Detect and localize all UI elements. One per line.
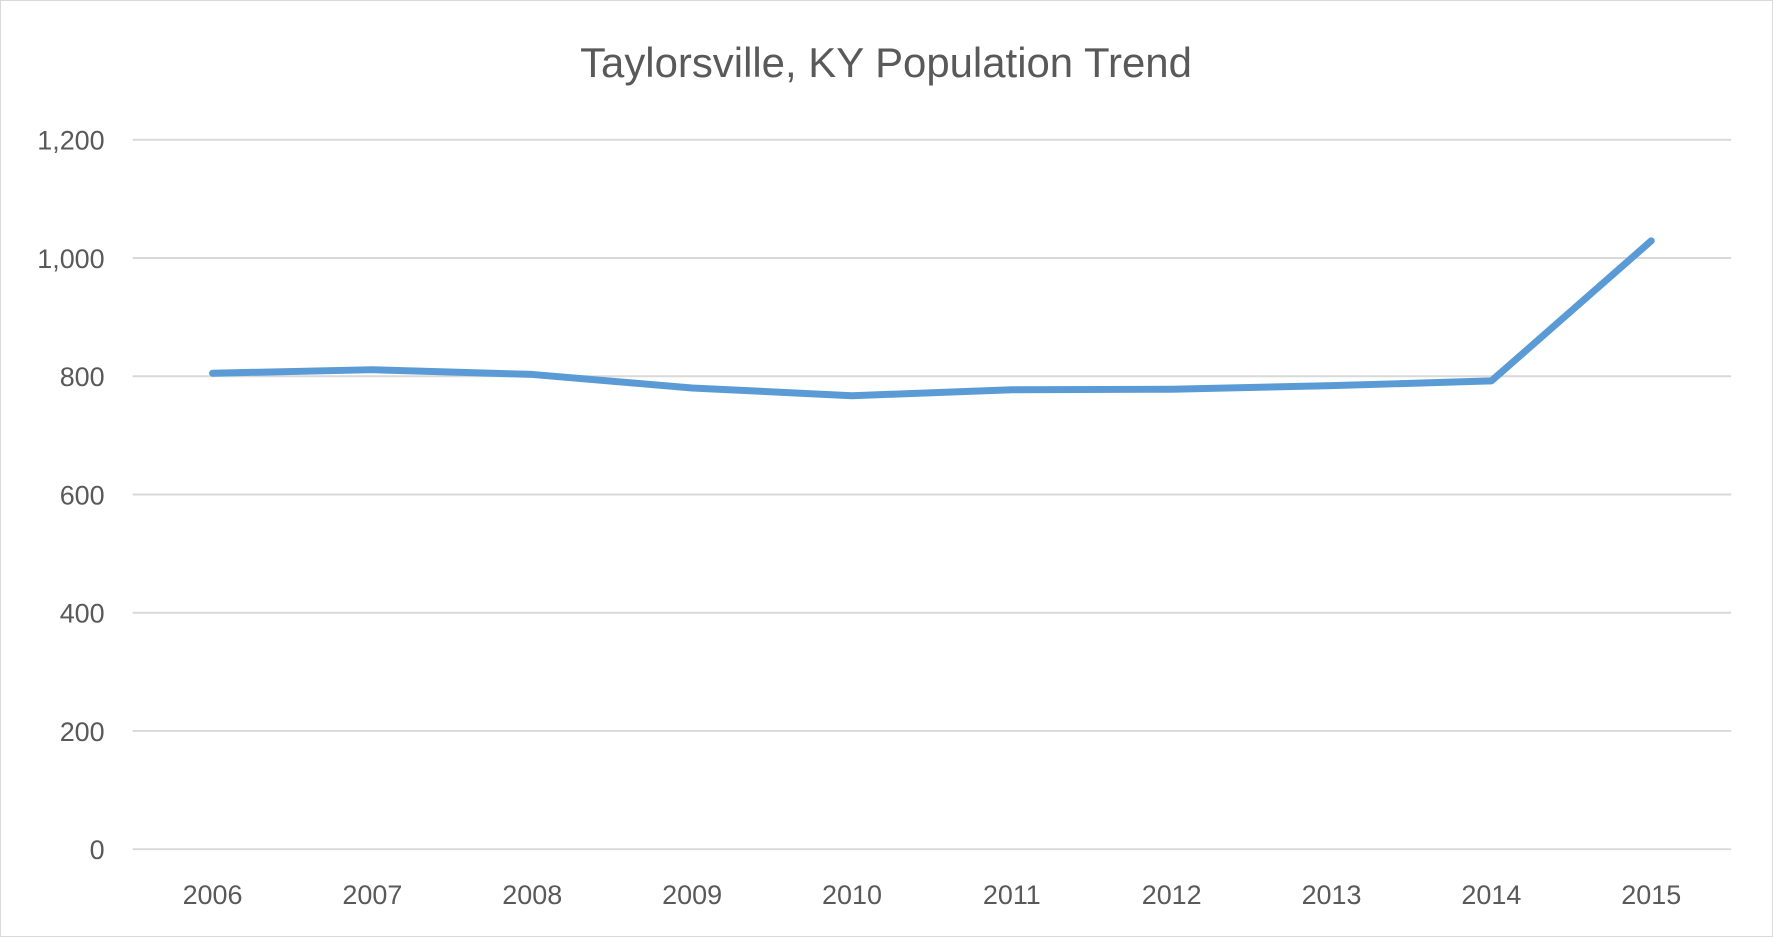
y-axis: 0 200 400 600 800 1,000 1,200 (37, 126, 104, 865)
x-tick-label: 2015 (1621, 880, 1681, 910)
x-tick-label: 2006 (183, 880, 243, 910)
y-tick-label: 400 (60, 599, 105, 629)
x-axis: 2006 2007 2008 2009 2010 2011 2012 2013 2014 2015 (183, 880, 1682, 910)
chart-title: Taylorsville, KY Population Trend (580, 39, 1192, 86)
y-tick-label: 200 (60, 717, 105, 747)
y-tick-label: 0 (90, 835, 105, 865)
x-tick-label: 2007 (342, 880, 402, 910)
y-tick-label: 1,200 (37, 126, 104, 156)
series (209, 237, 1655, 400)
x-tick-label: 2012 (1142, 880, 1202, 910)
y-tick-label: 1,000 (37, 244, 104, 274)
x-tick-label: 2013 (1302, 880, 1362, 910)
series-line (209, 237, 1655, 400)
x-tick-label: 2009 (662, 880, 722, 910)
x-tick-label: 2008 (502, 880, 562, 910)
x-tick-label: 2014 (1461, 880, 1521, 910)
x-tick-label: 2010 (822, 880, 882, 910)
x-tick-label: 2011 (983, 880, 1041, 910)
gridlines (132, 138, 1732, 851)
y-tick-label: 800 (60, 362, 105, 392)
y-tick-label: 600 (60, 480, 105, 510)
